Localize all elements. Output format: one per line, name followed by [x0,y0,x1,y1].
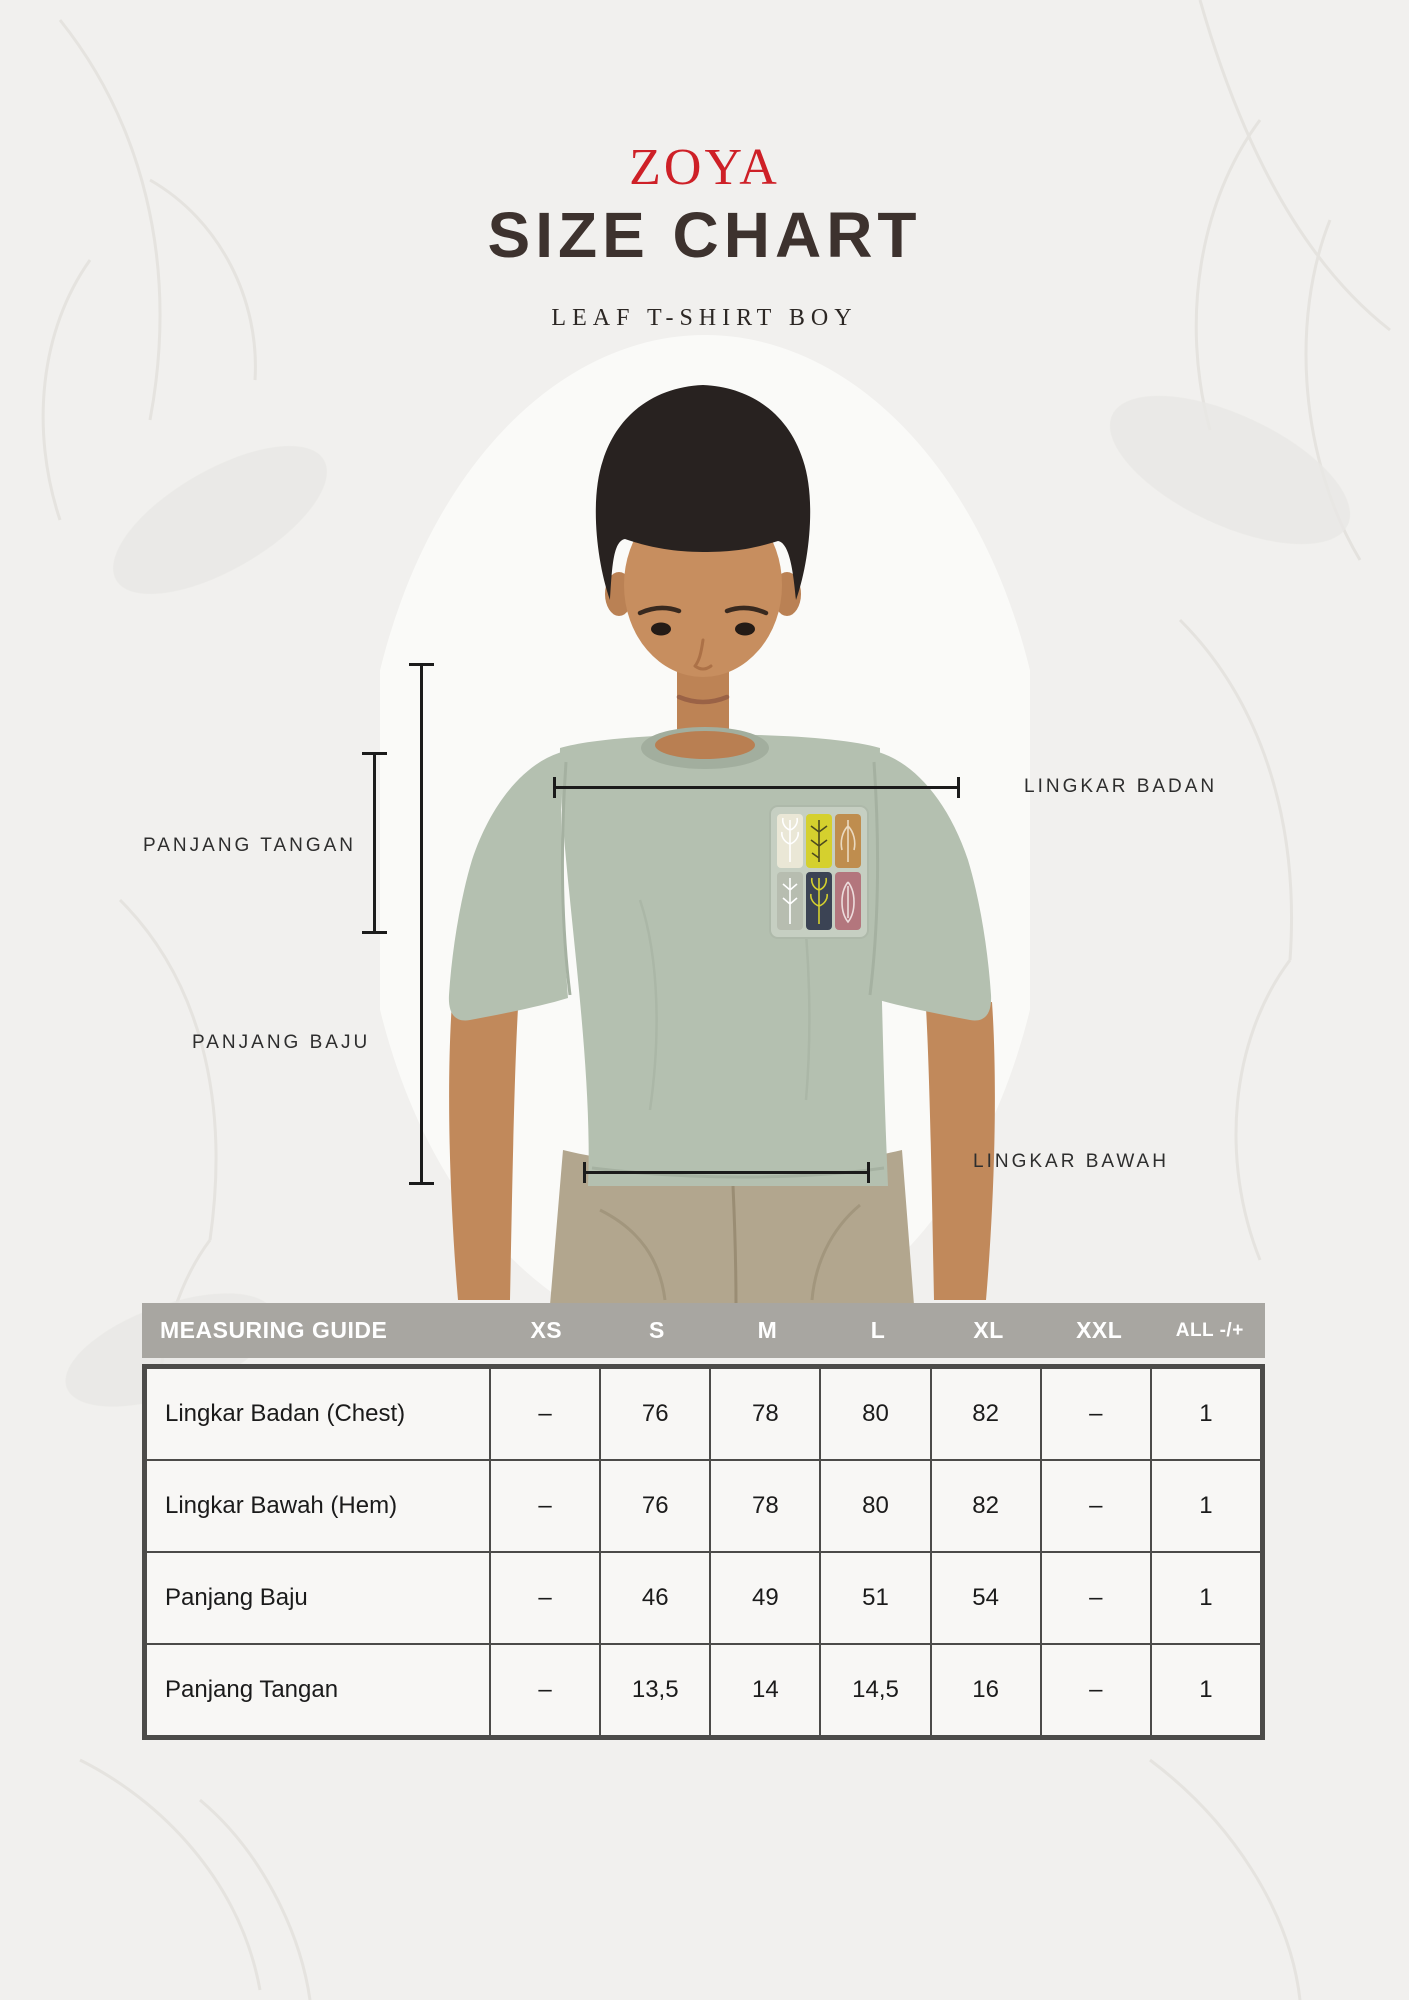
cell-value: – [1039,1643,1152,1737]
cell-value: 1 [1149,1367,1263,1461]
cell-value: 46 [599,1551,712,1645]
table-row: Lingkar Bawah (Hem) – 76 78 80 82 – 1 [145,1459,1263,1553]
cell-value: 76 [599,1459,712,1553]
header-xxl: XXL [1076,1317,1123,1343]
cell-value: 80 [819,1367,932,1461]
cell-value: – [488,1643,602,1737]
cell-value: 54 [929,1551,1042,1645]
cell-value: – [488,1551,602,1645]
cell-value: – [488,1459,602,1553]
row-label: Panjang Baju [145,1551,491,1645]
panjang-baju-label: PANJANG BAJU [192,1032,371,1053]
boy-model-photo [380,335,1030,1305]
size-table: MEASURING GUIDE XS S M L XL XXL ALL -/+ … [142,1303,1265,1740]
table-row: Panjang Baju – 46 49 51 54 – 1 [145,1551,1263,1645]
panjang-baju-measure-line [409,663,434,1185]
table-row: Lingkar Badan (Chest) – 76 78 80 82 – 1 [145,1367,1263,1461]
cell-value: 78 [709,1367,822,1461]
khaki-pants [550,1150,914,1305]
cell-value: 78 [709,1459,822,1553]
cell-value: 1 [1149,1551,1263,1645]
header-xl: XL [973,1317,1004,1343]
cell-value: – [1039,1459,1152,1553]
header-all-tolerance: ALL -/+ [1175,1319,1244,1341]
cell-value: – [488,1367,602,1461]
cell-value: 82 [929,1367,1042,1461]
hair [595,385,811,600]
lingkar-badan-measure-line [553,777,960,798]
page-title: SIZE CHART [487,199,922,271]
cell-value: 1 [1149,1459,1263,1553]
header-m: M [757,1317,778,1343]
cell-value: 14,5 [819,1643,932,1737]
mouth [676,694,730,705]
header-xs: XS [530,1317,563,1343]
lingkar-bawah-measure-line [583,1162,870,1183]
lingkar-bawah-label: LINGKAR BAWAH [973,1151,1169,1172]
nose [693,638,713,671]
cell-value: 1 [1149,1643,1263,1737]
lingkar-badan-label: LINGKAR BADAN [1024,776,1218,797]
cell-value: 82 [929,1459,1042,1553]
cell-value: 16 [929,1643,1042,1737]
panjang-tangan-label: PANJANG TANGAN [143,835,357,856]
size-table-header: MEASURING GUIDE XS S M L XL XXL ALL -/+ [142,1303,1265,1358]
cell-value: 76 [599,1367,712,1461]
row-label: Lingkar Badan (Chest) [145,1367,491,1461]
arms [449,1002,995,1300]
cell-value: 51 [819,1551,932,1645]
row-label: Lingkar Bawah (Hem) [145,1459,491,1553]
size-table-body: Lingkar Badan (Chest) – 76 78 80 82 – 1 … [142,1364,1265,1740]
cell-value: 80 [819,1459,932,1553]
leaf-pocket-patch [769,805,869,939]
cell-value: – [1039,1367,1152,1461]
header-measuring-guide: MEASURING GUIDE [160,1317,388,1343]
sleeve-seams [561,761,879,996]
collar-opening [655,731,755,759]
table-row: Panjang Tangan – 13,5 14 14,5 16 – 1 [145,1643,1263,1737]
header-l: L [870,1317,886,1343]
row-label: Panjang Tangan [145,1643,491,1737]
cell-value: – [1039,1551,1152,1645]
right-eye [735,622,755,636]
cell-value: 14 [709,1643,822,1737]
cell-value: 49 [709,1551,822,1645]
panjang-tangan-measure-line [362,752,387,934]
head [595,385,811,705]
product-name: LEAF T-SHIRT BOY [551,305,858,331]
brand-logo: ZOYA [629,139,780,196]
eyebrows [637,605,769,616]
cell-value: 13,5 [599,1643,712,1737]
left-eye [651,622,671,636]
header-s: S [648,1317,665,1343]
